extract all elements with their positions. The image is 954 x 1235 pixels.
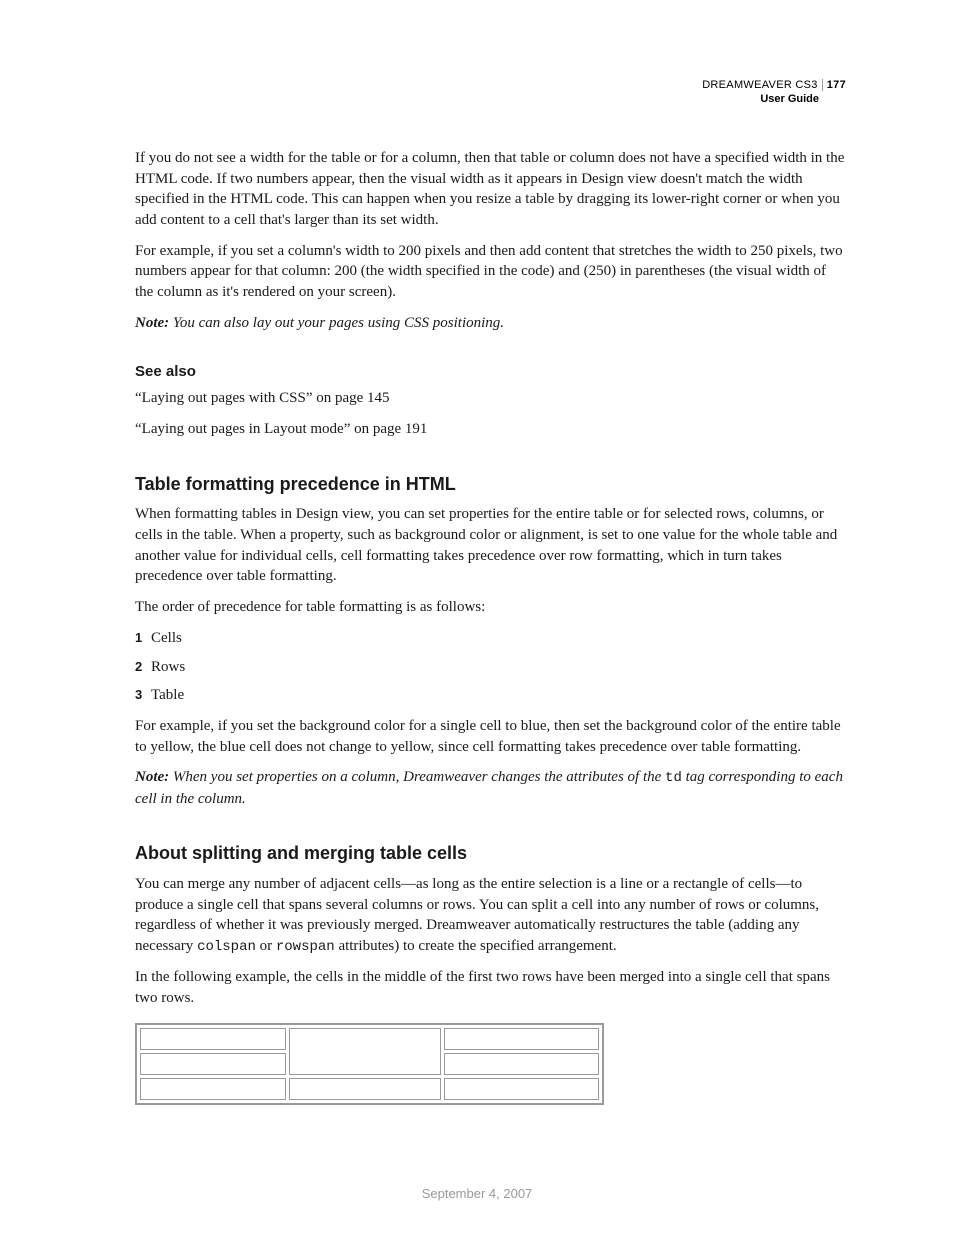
table-cell xyxy=(444,1028,599,1050)
list-item: 1Cells xyxy=(135,628,846,649)
section-1-para-2: The order of precedence for table format… xyxy=(135,597,846,618)
see-also-item-1: “Laying out pages with CSS” on page 145 xyxy=(135,388,846,409)
table-cell xyxy=(444,1053,599,1075)
table-row xyxy=(140,1078,599,1100)
see-also-item-2: “Laying out pages in Layout mode” on pag… xyxy=(135,419,846,440)
para-fragment: attributes) to create the specified arra… xyxy=(335,938,617,954)
example-table xyxy=(135,1023,604,1105)
list-number: 3 xyxy=(135,686,151,704)
table-cell xyxy=(140,1078,286,1100)
note-label: Note: xyxy=(135,315,169,331)
note-text: You can also lay out your pages using CS… xyxy=(169,315,504,331)
precedence-list: 1Cells 2Rows 3Table xyxy=(135,628,846,706)
section-1-para-1: When formatting tables in Design view, y… xyxy=(135,504,846,587)
list-label: Table xyxy=(151,687,184,703)
product-name: DREAMWEAVER CS3 xyxy=(702,79,818,91)
list-item: 3Table xyxy=(135,685,846,706)
see-also-heading: See also xyxy=(135,362,846,383)
section-1-note: Note: When you set properties on a colum… xyxy=(135,767,846,809)
intro-para-2: For example, if you set a column's width… xyxy=(135,241,846,303)
inline-code-rowspan: rowspan xyxy=(276,939,335,955)
header-line-1: DREAMWEAVER CS3 177 xyxy=(702,78,846,92)
table-cell-merged xyxy=(289,1028,441,1075)
body-content: If you do not see a width for the table … xyxy=(135,78,846,1105)
page: DREAMWEAVER CS3 177 User Guide If you do … xyxy=(0,0,954,1235)
table-row xyxy=(140,1028,599,1050)
section-2-para-1: You can merge any number of adjacent cel… xyxy=(135,874,846,957)
footer-date: September 4, 2007 xyxy=(0,1186,954,1201)
table-cell xyxy=(444,1078,599,1100)
section-1-heading: Table formatting precedence in HTML xyxy=(135,472,846,497)
list-item: 2Rows xyxy=(135,657,846,678)
inline-code-colspan: colspan xyxy=(197,939,256,955)
list-number: 1 xyxy=(135,629,151,647)
intro-note: Note: You can also lay out your pages us… xyxy=(135,313,846,334)
list-label: Cells xyxy=(151,630,182,646)
section-1-para-3: For example, if you set the background c… xyxy=(135,716,846,757)
example-table-wrap xyxy=(135,1023,846,1105)
section-2-para-2: In the following example, the cells in t… xyxy=(135,967,846,1008)
list-label: Rows xyxy=(151,659,185,675)
inline-code-td: td xyxy=(665,770,682,786)
table-cell xyxy=(140,1028,286,1050)
note-text-a: When you set properties on a column, Dre… xyxy=(169,769,665,785)
list-number: 2 xyxy=(135,658,151,676)
running-header: DREAMWEAVER CS3 177 User Guide xyxy=(702,78,846,107)
table-cell xyxy=(289,1078,441,1100)
header-subtitle: User Guide xyxy=(702,92,846,106)
note-label: Note: xyxy=(135,769,169,785)
page-number: 177 xyxy=(822,79,846,91)
intro-para-1: If you do not see a width for the table … xyxy=(135,148,846,231)
table-cell xyxy=(140,1053,286,1075)
section-2-heading: About splitting and merging table cells xyxy=(135,841,846,866)
para-fragment: or xyxy=(256,938,276,954)
